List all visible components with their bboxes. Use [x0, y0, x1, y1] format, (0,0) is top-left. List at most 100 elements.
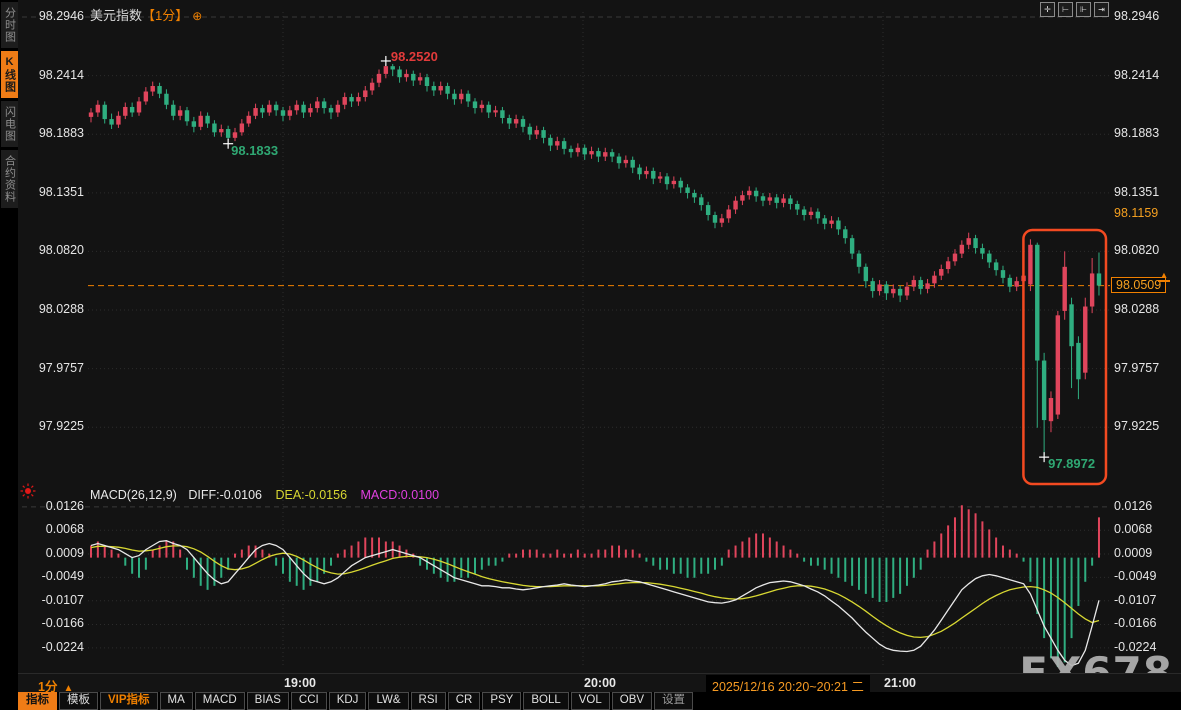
toolbar-button-模板[interactable]: 模板	[59, 692, 98, 710]
price-tick-left: 98.0820	[38, 243, 84, 258]
candle-body	[369, 82, 375, 91]
triangle-up-icon: ▲	[63, 683, 74, 694]
candle-body	[280, 110, 286, 116]
chart-toolbar-icons: ✛ ⊢ ⊩ ⇥	[1040, 2, 1109, 17]
candle-body	[1000, 270, 1006, 278]
price-tick-right: 97.9225	[1114, 419, 1160, 434]
macd-tick-left: -0.0224	[41, 639, 84, 654]
candle-body	[445, 86, 450, 94]
toolbar-button-PSY[interactable]: PSY	[482, 692, 522, 710]
toolbar-button-KDJ[interactable]: KDJ	[328, 692, 367, 710]
candle-body	[287, 110, 293, 116]
candle-body	[788, 198, 793, 204]
candle-body	[836, 220, 841, 230]
candle-body	[417, 77, 423, 81]
candle-body	[767, 197, 773, 201]
candle-body	[438, 86, 443, 91]
macd-tick-right: -0.0224	[1114, 639, 1157, 654]
mid-low-annotation: 98.1833	[231, 142, 279, 158]
toolbar-button-BIAS[interactable]: BIAS	[246, 692, 289, 710]
toolbar-button-OBV[interactable]: OBV	[611, 692, 653, 710]
session-high-annotation: 98.2520	[390, 48, 438, 64]
price-tick-left: 97.9757	[38, 360, 84, 375]
candle-body	[527, 126, 533, 135]
sidebar-tabs: 分时图 K线图闪电图合约资料	[0, 0, 18, 710]
sidebar-tab-0[interactable]: 分时图	[0, 2, 18, 48]
candle-body	[904, 286, 910, 296]
candle-body	[301, 104, 306, 113]
time-tick: 21:00	[884, 676, 916, 690]
price-tick-left: 98.2414	[38, 67, 84, 82]
candle-body	[205, 115, 210, 124]
macd-tick-right: 0.0068	[1114, 522, 1153, 537]
period-selector[interactable]: 1分 ▲	[38, 680, 74, 694]
candle-body	[781, 198, 786, 203]
candle-body	[116, 115, 121, 125]
candle-body	[95, 104, 101, 113]
candle-body	[774, 197, 779, 203]
macd-macd-value: MACD:0.0100	[360, 488, 440, 502]
macd-tick-left: -0.0049	[41, 569, 84, 584]
candle-body	[411, 73, 416, 81]
candle-body	[616, 156, 622, 164]
toolbar-button-设置[interactable]: 设置	[654, 692, 694, 710]
y-axis-scale-icon[interactable]: ⊢	[1058, 2, 1073, 17]
toolbar-button-RSI[interactable]: RSI	[410, 692, 446, 710]
price-tick-right: 98.2414	[1114, 67, 1160, 82]
candle-body	[959, 244, 965, 254]
pre-high-price-label: 98.1159	[1114, 206, 1159, 221]
candle-body	[568, 148, 574, 153]
toolbar-button-CR[interactable]: CR	[447, 692, 481, 710]
candle-body	[671, 180, 677, 185]
candle-body	[582, 147, 587, 155]
candle-body	[1028, 244, 1033, 285]
price-tick-right: 98.0820	[1114, 243, 1160, 258]
candle-body	[184, 110, 190, 122]
candle-body	[1069, 304, 1074, 347]
toolbar-button-BOLL[interactable]: BOLL	[523, 692, 569, 710]
macd-tick-left: 0.0068	[45, 522, 84, 537]
current-bar-timestamp: 2025/12/16 20:20~20:21 二	[706, 675, 870, 696]
candle-body	[712, 215, 718, 223]
candle-body	[219, 129, 224, 133]
go-to-latest-icon[interactable]: ⇥	[1094, 2, 1109, 17]
candle-body	[479, 104, 485, 109]
expand-icon[interactable]: ⊕	[192, 9, 203, 23]
candle-body	[198, 115, 203, 127]
candle-body	[664, 176, 670, 185]
price-direction-marker-icon: ▲	[1158, 270, 1170, 282]
candle-body	[685, 187, 690, 193]
candle-body	[575, 147, 581, 153]
candle-body	[911, 280, 917, 287]
last-price-label: 98.0509	[1111, 276, 1167, 293]
candle-body	[795, 203, 800, 210]
toolbar-button-CCI[interactable]: CCI	[290, 692, 327, 710]
x-axis-scale-icon[interactable]: ⊩	[1076, 2, 1091, 17]
macd-tick-right: -0.0049	[1114, 569, 1157, 584]
candle-body	[870, 281, 875, 292]
price-tick-right: 97.9757	[1114, 360, 1160, 375]
candle-body	[678, 180, 683, 188]
sidebar-tab-2[interactable]: 闪电图	[0, 101, 18, 147]
candle-body	[815, 211, 821, 219]
candle-body	[966, 238, 971, 245]
toolbar-button-LW&[interactable]: LW&	[368, 692, 409, 710]
sidebar-tab-1[interactable]: K线图	[0, 51, 18, 98]
toolbar-button-VIP指标[interactable]: VIP指标	[100, 692, 158, 710]
sidebar-tab-3[interactable]: 合约资料	[0, 150, 18, 208]
candle-body	[541, 130, 546, 138]
toolbar-button-MACD[interactable]: MACD	[194, 692, 245, 710]
candle-body	[397, 69, 402, 78]
toolbar-button-指标[interactable]: 指标	[18, 692, 57, 710]
candle-body	[308, 108, 313, 113]
candle-body	[1089, 273, 1095, 307]
indicator-burst-icon[interactable]	[20, 483, 36, 504]
toolbar-button-VOL[interactable]: VOL	[570, 692, 610, 710]
candle-body	[500, 110, 505, 118]
candle-body	[273, 104, 279, 111]
pan-tool-icon[interactable]: ✛	[1040, 2, 1055, 17]
candle-body	[843, 229, 848, 239]
toolbar-button-MA[interactable]: MA	[159, 692, 193, 710]
macd-tick-right: 0.0009	[1114, 546, 1153, 560]
